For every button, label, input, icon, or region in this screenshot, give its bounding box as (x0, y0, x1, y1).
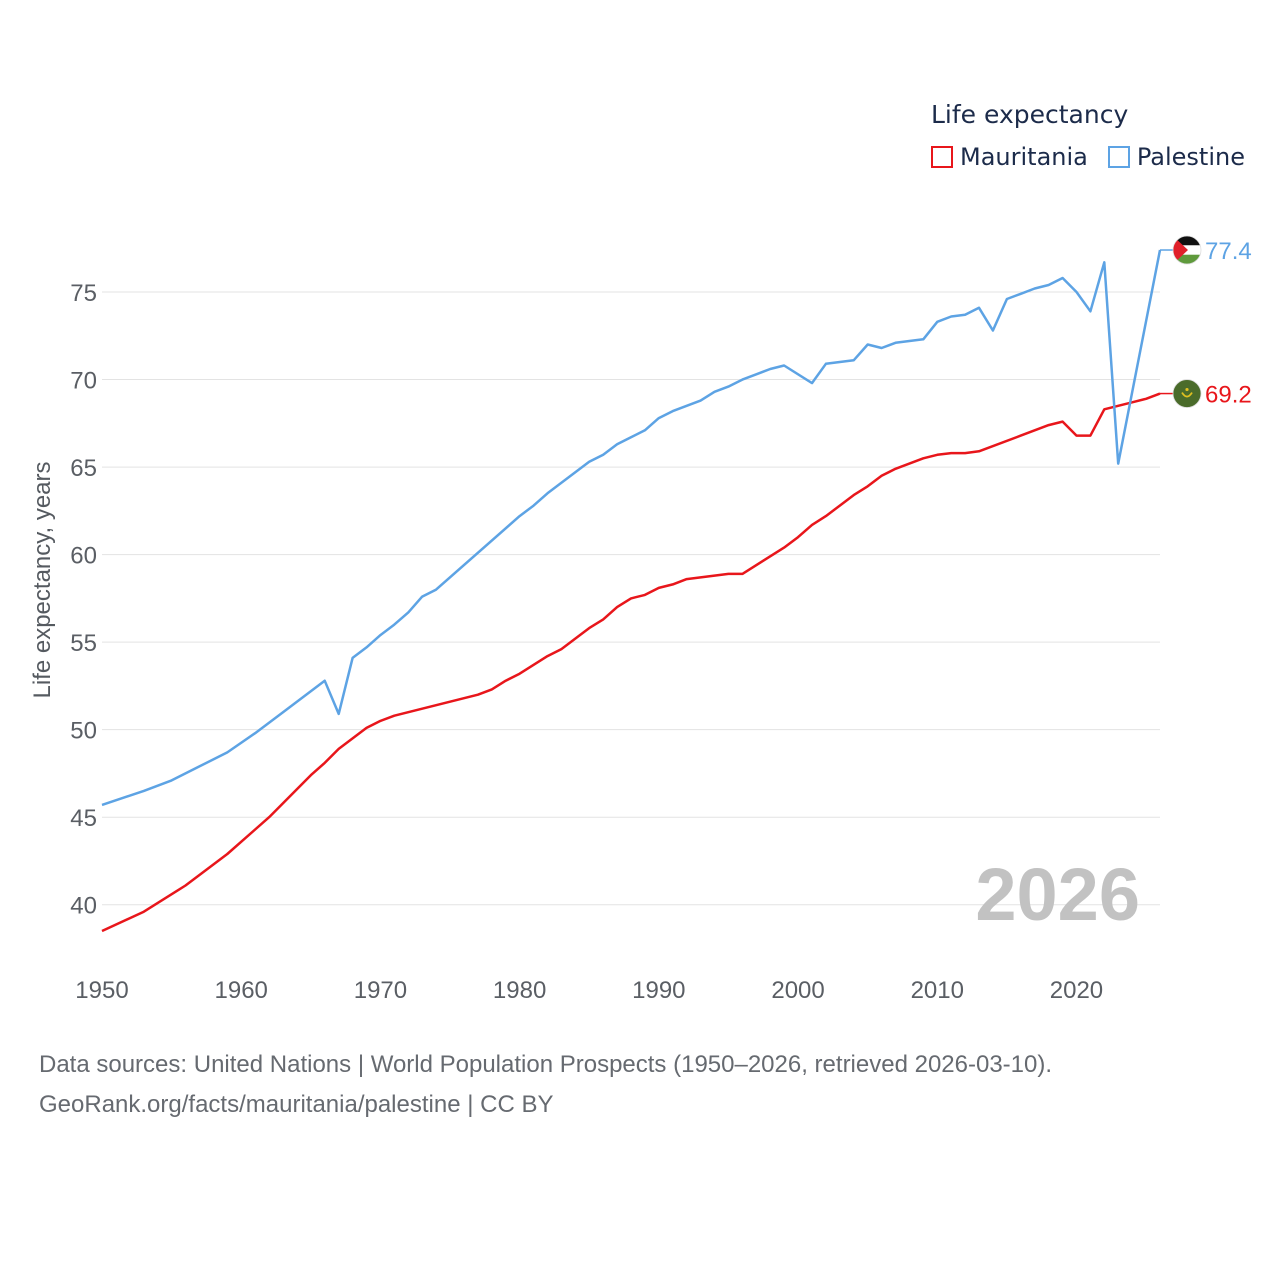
x-tick-label: 2020 (1050, 977, 1103, 1004)
legend-swatch-mauritania (931, 146, 953, 168)
palestine-flag-icon (1172, 235, 1202, 265)
y-tick-label: 55 (70, 630, 97, 657)
gridlines (102, 291, 1160, 906)
legend-label-mauritania: Mauritania (960, 143, 1088, 171)
footer-sources: Data sources: United Nations | World Pop… (39, 1045, 1052, 1125)
y-tick-label: 60 (70, 543, 97, 570)
series-line-mauritania[interactable] (101, 392, 1161, 933)
x-tick-label: 2010 (911, 977, 964, 1004)
x-tick-label: 1950 (75, 977, 128, 1004)
year-watermark: 2026 (975, 853, 1140, 936)
y-tick-label: 40 (70, 893, 97, 920)
y-tick-label: 45 (70, 805, 97, 832)
x-tick-label: 2000 (771, 977, 824, 1004)
series-end-markers: 69.2 77.4 (1160, 235, 1252, 409)
y-tick-label: 65 (70, 455, 97, 482)
legend-swatch-palestine (1107, 146, 1130, 168)
legend-label-palestine: Palestine (1136, 143, 1245, 171)
y-axis-label: Life expectancy, years (29, 461, 56, 698)
end-value-label-mauritania: 69.2 (1205, 382, 1252, 409)
mauritania-flag-icon (1172, 379, 1202, 408)
series-line-palestine[interactable] (101, 249, 1162, 807)
legend-title: Life expectancy (931, 100, 1129, 129)
y-axis-ticks: 40 45 50 55 60 65 70 75 (70, 280, 97, 920)
x-tick-label: 1970 (354, 977, 407, 1004)
x-tick-label: 1990 (632, 977, 685, 1004)
x-tick-label: 1980 (493, 977, 546, 1004)
x-tick-label: 1960 (215, 977, 268, 1004)
x-axis-ticks: 1950 1960 1970 1980 1990 2000 2010 2020 (75, 977, 1103, 1004)
y-tick-label: 50 (70, 718, 97, 745)
y-tick-label: 75 (70, 280, 97, 307)
end-value-label-palestine: 77.4 (1205, 238, 1252, 265)
legend-item-mauritania[interactable]: Mauritania (931, 143, 1088, 171)
sources-text: Data sources: United Nations | World Pop… (39, 1051, 1053, 1078)
source-url-text[interactable]: GeoRank.org/facts/mauritania/palestine |… (39, 1091, 554, 1118)
y-tick-label: 70 (70, 368, 97, 395)
legend-item-palestine[interactable]: Palestine (1107, 143, 1245, 171)
legend: Mauritania Palestine (931, 143, 1265, 171)
series-lines (101, 249, 1162, 933)
